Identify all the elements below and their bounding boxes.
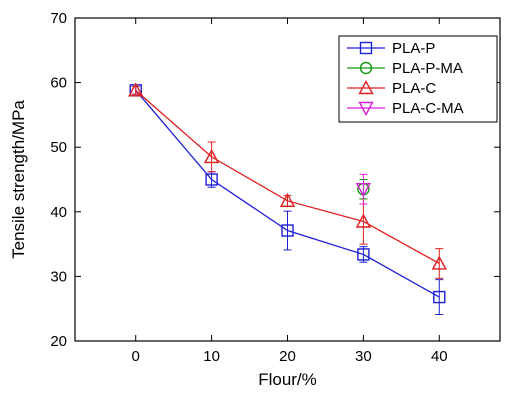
legend: PLA-P PLA-P-MA PLA-C PLA-C-MA	[338, 35, 498, 123]
x-tick-label: 10	[203, 348, 220, 365]
legend-label: PLA-P	[392, 40, 435, 57]
y-tick-label: 50	[50, 139, 67, 156]
data-point	[355, 213, 372, 228]
data-point	[203, 148, 220, 164]
y-tick-label: 60	[50, 75, 67, 92]
x-tick-label: 30	[355, 348, 372, 365]
x-tick-label: 20	[279, 348, 296, 365]
data-point	[357, 248, 370, 261]
data-point	[355, 182, 372, 198]
axes-layer: 0 10 20 30 40 20 30 40 50 60 70	[50, 10, 501, 365]
data-point	[128, 82, 144, 97]
x-tick-label: 40	[431, 348, 448, 365]
legend-label: PLA-C-MA	[392, 100, 464, 117]
data-point	[431, 255, 447, 270]
series-pla-c	[128, 82, 447, 279]
x-axis-title: Flour/%	[258, 370, 317, 389]
data-point	[281, 224, 294, 237]
legend-marker	[359, 61, 373, 75]
x-tick-label: 0	[132, 348, 140, 365]
y-tick-label: 40	[50, 204, 67, 221]
legend-label: PLA-P-MA	[392, 60, 463, 77]
y-tick-label: 70	[50, 10, 67, 27]
data-point	[205, 173, 218, 186]
series-pla-c-ma	[355, 173, 372, 205]
y-axis-title: Tensile strength/MPa	[9, 100, 28, 259]
legend-marker	[359, 41, 373, 55]
data-layer	[128, 82, 447, 316]
y-tick-label: 20	[50, 333, 67, 350]
y-tick-label: 30	[50, 268, 67, 285]
legend-marker	[358, 101, 374, 116]
data-point	[433, 290, 446, 304]
legend-marker	[358, 80, 374, 95]
legend-label: PLA-C	[392, 80, 436, 97]
data-point	[279, 192, 296, 208]
